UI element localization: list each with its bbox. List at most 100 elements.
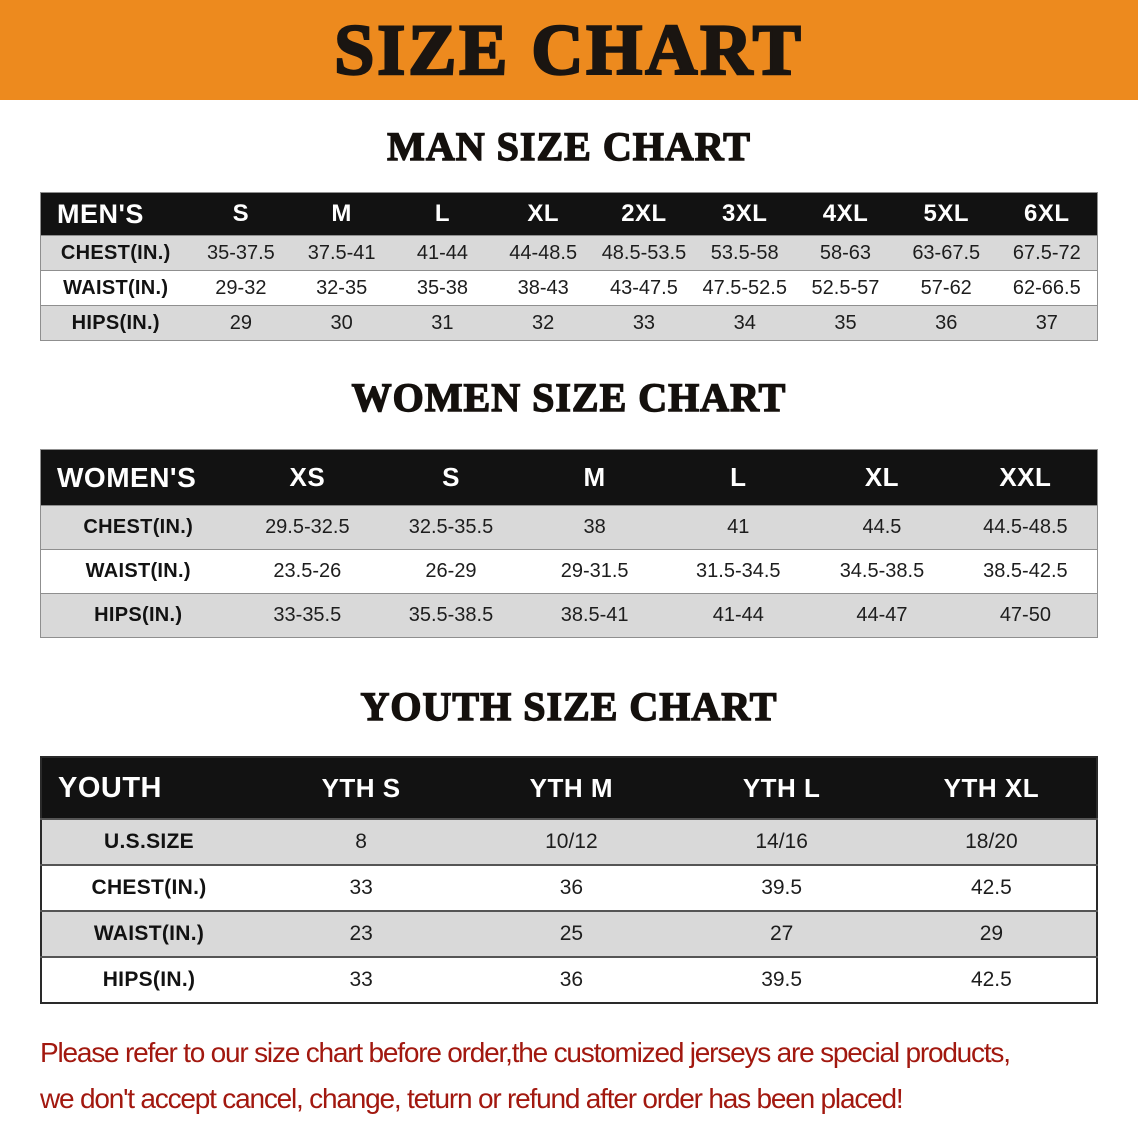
size-value-cell: 52.5-57 [811,276,880,299]
youth-size-chart-section: YOUTH SIZE CHART YOUTH YTH S YTH M YTH L YTH… [0,683,1138,1004]
man-size-chart-title: MAN SIZE CHART [386,123,751,169]
women-size-chart-title: WOMEN SIZE CHART [351,374,787,420]
size-column-header: S [379,449,523,506]
size-value-cell: 44-48.5 [509,241,578,264]
size-value-cell: 29-31.5 [560,560,629,582]
size-value-cell: 39.5 [761,876,803,899]
table-title-cell: MEN'S [40,192,191,236]
size-value-cell: 67.5-72 [1012,241,1081,264]
row-label-cell: HIPS(IN.) [94,604,183,626]
table-header-row: MEN'S S M L XL 2XL 3XL 4XL 5XL 6XL [40,192,1098,236]
size-value-cell: 36 [559,876,584,899]
size-row: U.S.SIZE 8 10/12 14/16 18/20 [41,819,1097,865]
size-column-header: 2XL [593,192,695,236]
row-label-cell: WAIST(IN.) [63,276,169,299]
size-value-cell: 38.5-41 [560,604,629,626]
size-value-cell: 35-38 [416,276,468,299]
size-value-cell: 43-47.5 [610,276,678,299]
size-value-cell: 33-35.5 [273,604,342,626]
size-value-cell: 23.5-26 [273,560,342,582]
size-value-cell: 63-67.5 [912,241,981,264]
size-value-cell: 38 [583,516,606,538]
size-value-cell: 42.5 [970,876,1012,899]
size-value-cell: 33 [632,311,656,334]
size-value-cell: 57-62 [920,276,972,299]
row-label-cell: WAIST(IN.) [93,922,205,945]
size-value-cell: 35-37.5 [206,241,275,264]
size-row: HIPS(IN.) 29 30 31 32 33 34 35 36 37 [40,305,1098,341]
size-column-header: 5XL [895,192,997,236]
size-row: WAIST(IN.) 29-32 32-35 35-38 38-43 43-47.5 47.… [40,270,1098,306]
size-value-cell: 35.5-38.5 [408,604,494,626]
size-column-header: XL [492,192,594,236]
size-row: HIPS(IN.) 33 36 39.5 42.5 [41,957,1097,1003]
size-value-cell: 44-47 [856,604,908,626]
youth-size-chart-title: YOUTH SIZE CHART [360,683,778,729]
table-title-cell: YOUTH [41,757,256,819]
size-value-cell: 27 [769,922,794,945]
women-size-table: WOMEN'S XS S M L XL XXL CHEST(IN.) 29.5-32.5 32.5… [40,449,1098,638]
size-value-cell: 41-44 [712,604,764,626]
size-value-cell: 25 [559,922,584,945]
size-column-header: YTH M [466,757,677,819]
row-label-cell: HIPS(IN.) [102,968,196,991]
size-value-cell: 44.5 [862,516,902,538]
size-column-header: XS [235,449,380,506]
row-label-cell: CHEST(IN.) [83,516,194,538]
row-label-cell: CHEST(IN.) [91,876,207,899]
size-column-header: XXL [953,449,1098,506]
table-header-row: WOMEN'S XS S M L XL XXL [40,449,1098,506]
size-value-cell: 47-50 [999,604,1051,626]
size-value-cell: 10/12 [545,830,598,853]
size-value-cell: 35 [834,311,857,334]
notice-line-1: Please refer to our size chart before or… [40,1037,1011,1068]
size-row: WAIST(IN.) 23.5-26 26-29 29-31.5 31.5-34.5 34… [40,549,1098,594]
size-value-cell: 33 [349,968,373,991]
size-value-cell: 58-63 [819,241,872,264]
size-value-cell: 47.5-52.5 [702,276,787,299]
size-value-cell: 42.5 [970,968,1012,991]
size-column-header: YTH XL [886,757,1097,819]
size-column-header: YTH L [676,757,887,819]
size-row: HIPS(IN.) 33-35.5 35.5-38.5 38.5-41 41-44 44-… [40,593,1098,638]
size-value-cell: 29.5-32.5 [265,516,350,538]
size-column-header: YTH S [256,757,467,819]
row-label-cell: WAIST(IN.) [85,560,191,582]
table-title-cell: WOMEN'S [40,449,236,506]
size-row: CHEST(IN.) 29.5-32.5 32.5-35.5 38 41 44.5 44.5… [40,505,1098,550]
size-column-header: 3XL [694,192,796,236]
size-value-cell: 31 [431,311,454,334]
order-notice: Please refer to our size chart before or… [40,1030,1138,1122]
size-value-cell: 30 [330,311,353,334]
size-value-cell: 62-66.5 [1012,276,1081,299]
size-value-cell: 8 [355,830,367,853]
size-column-header: 6XL [996,192,1098,236]
size-column-header: L [392,192,493,236]
size-column-header: 4XL [795,192,896,236]
size-value-cell: 31.5-34.5 [696,560,781,582]
man-size-table: MEN'S S M L XL 2XL 3XL 4XL 5XL 6XL CHEST(IN.) 35-37… [40,192,1098,341]
size-chart-banner: SIZE CHART [0,0,1138,100]
size-value-cell: 37.5-41 [307,241,376,264]
size-row: CHEST(IN.) 33 36 39.5 42.5 [41,865,1097,911]
size-value-cell: 29 [979,922,1004,945]
size-value-cell: 33 [349,876,373,899]
size-row: WAIST(IN.) 23 25 27 29 [41,911,1097,957]
size-value-cell: 37 [1035,311,1058,334]
size-value-cell: 32-35 [316,276,368,299]
size-value-cell: 39.5 [761,968,803,991]
size-column-header: M [291,192,393,236]
size-value-cell: 23 [349,922,373,945]
size-value-cell: 48.5-53.5 [601,241,687,264]
page-title: SIZE CHART [333,10,804,90]
size-value-cell: 53.5-58 [710,241,779,264]
size-row: CHEST(IN.) 35-37.5 37.5-41 41-44 44-48.5 48.5… [40,235,1098,271]
size-value-cell: 36 [935,311,958,334]
size-column-header: L [666,449,811,506]
row-label-cell: U.S.SIZE [104,830,194,853]
size-value-cell: 38.5-42.5 [983,560,1068,582]
row-label-cell: CHEST(IN.) [60,241,171,264]
man-size-chart-section: MAN SIZE CHART MEN'S S M L XL 2XL 3XL 4XL 5XL 6XL… [0,123,1138,341]
women-size-chart-section: WOMEN SIZE CHART WOMEN'S XS S M L XL XXL CHEST(… [0,374,1138,638]
